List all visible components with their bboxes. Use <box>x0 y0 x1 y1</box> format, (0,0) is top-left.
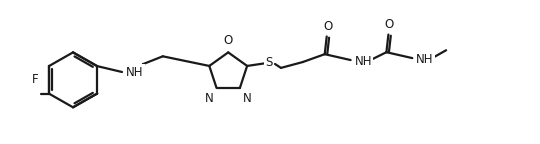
Text: F: F <box>32 73 39 86</box>
Text: O: O <box>385 18 394 31</box>
Text: NH: NH <box>355 55 372 68</box>
Text: NH: NH <box>126 66 144 78</box>
Text: S: S <box>265 56 273 69</box>
Text: O: O <box>224 34 233 48</box>
Text: N: N <box>205 92 213 105</box>
Text: NH: NH <box>416 53 434 66</box>
Text: N: N <box>243 92 252 105</box>
Text: O: O <box>323 20 332 33</box>
